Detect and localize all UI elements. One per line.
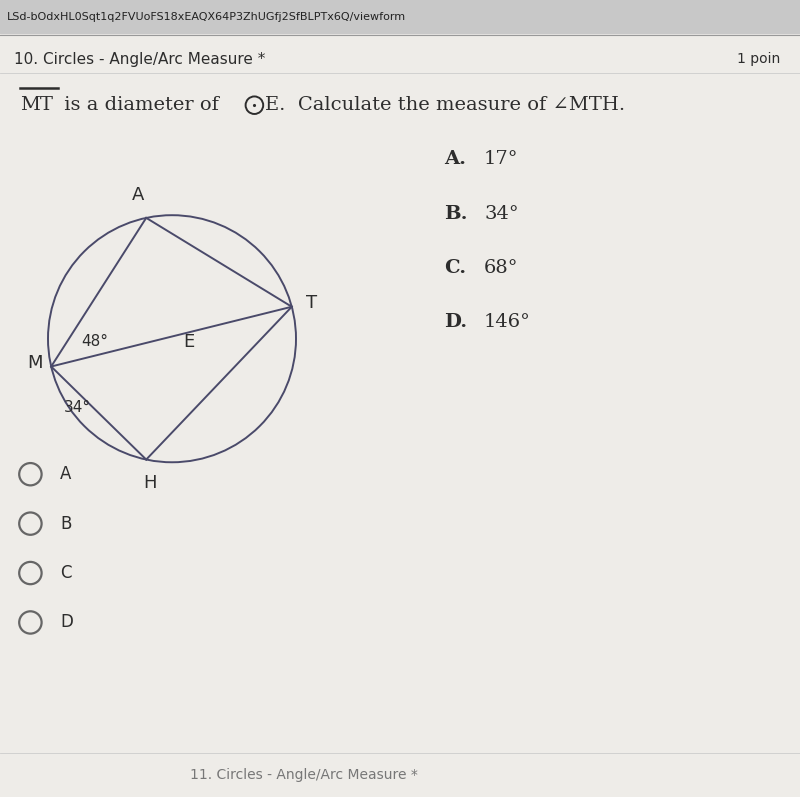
Text: 48°: 48° <box>82 333 109 348</box>
Bar <box>0 0 800 33</box>
Text: D: D <box>60 614 73 631</box>
Text: 17°: 17° <box>484 151 518 168</box>
Text: 34°: 34° <box>64 400 91 415</box>
Text: B.: B. <box>444 205 467 222</box>
Text: B: B <box>60 515 71 532</box>
Text: 68°: 68° <box>484 259 518 277</box>
Text: MT: MT <box>20 96 53 114</box>
Text: T: T <box>306 294 318 312</box>
Text: A.: A. <box>444 151 466 168</box>
Text: A: A <box>132 186 145 203</box>
Text: A: A <box>60 465 71 483</box>
Text: E.  Calculate the measure of ∠MTH.: E. Calculate the measure of ∠MTH. <box>265 96 625 114</box>
Text: C: C <box>60 564 71 582</box>
Text: H: H <box>143 474 157 492</box>
Text: C.: C. <box>444 259 466 277</box>
Text: E: E <box>183 333 194 351</box>
Text: is a diameter of: is a diameter of <box>58 96 225 114</box>
Text: M: M <box>27 354 42 371</box>
Text: 34°: 34° <box>484 205 518 222</box>
Text: 1 poin: 1 poin <box>737 52 780 66</box>
Text: D.: D. <box>444 313 467 331</box>
Text: 146°: 146° <box>484 313 531 331</box>
Text: LSd-bOdxHL0Sqt1q2FVUoFS18xEAQX64P3ZhUGfj2SfBLPTx6Q/viewform: LSd-bOdxHL0Sqt1q2FVUoFS18xEAQX64P3ZhUGfj… <box>6 12 406 22</box>
Text: 10. Circles - Angle/Arc Measure *: 10. Circles - Angle/Arc Measure * <box>14 52 266 67</box>
Text: 11. Circles - Angle/Arc Measure *: 11. Circles - Angle/Arc Measure * <box>190 768 418 782</box>
